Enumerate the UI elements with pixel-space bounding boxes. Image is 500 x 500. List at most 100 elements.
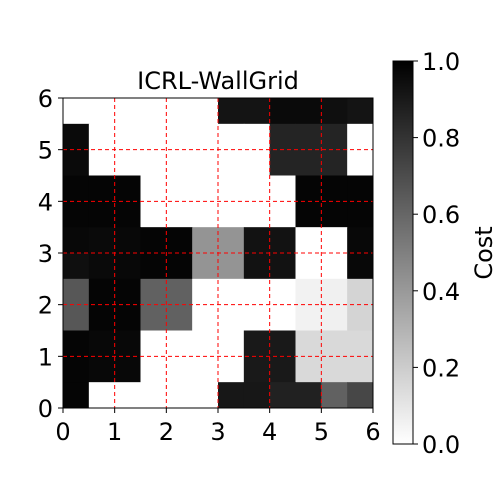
heatmap-cell bbox=[269, 330, 296, 357]
heatmap-cell bbox=[269, 253, 296, 280]
heatmap-cell bbox=[218, 330, 245, 357]
heatmap-cell bbox=[140, 227, 167, 254]
heatmap-cell bbox=[347, 356, 374, 383]
heatmap-cell bbox=[140, 201, 167, 228]
heatmap-cell bbox=[192, 330, 219, 357]
heatmap-cell bbox=[88, 201, 116, 228]
heatmap-cell bbox=[166, 201, 193, 228]
grid-lines bbox=[63, 98, 373, 408]
heatmap-cell bbox=[295, 382, 322, 409]
heatmap-cell bbox=[63, 356, 90, 383]
heatmap-cell bbox=[321, 253, 348, 280]
heatmap-cell bbox=[243, 356, 271, 383]
heatmap-cell bbox=[63, 304, 90, 331]
heatmap-cell bbox=[243, 278, 271, 306]
heatmap-cell bbox=[63, 98, 90, 125]
heatmap-cell bbox=[88, 123, 116, 151]
heatmap-cell bbox=[88, 227, 116, 254]
heatmap-cell bbox=[321, 304, 348, 331]
heatmap-cell bbox=[88, 98, 116, 125]
heatmap-cell bbox=[166, 98, 193, 125]
heatmap-cell bbox=[192, 149, 219, 176]
heatmap-cell bbox=[88, 149, 116, 176]
heatmap-cell bbox=[347, 123, 374, 151]
heatmap-cell bbox=[88, 175, 116, 202]
heatmap-cell bbox=[269, 304, 296, 331]
heatmap-cell bbox=[140, 278, 167, 306]
heatmap-cell bbox=[347, 304, 374, 331]
heatmap-cell bbox=[140, 98, 167, 125]
heatmap-cell bbox=[321, 201, 348, 228]
colorbar-tick-label: 1.0 bbox=[422, 48, 460, 76]
x-tick-label: 4 bbox=[262, 418, 277, 446]
heatmap-cell bbox=[140, 175, 167, 202]
heatmap-cell bbox=[218, 382, 245, 409]
heatmap-cell bbox=[295, 278, 322, 306]
x-tick-label: 0 bbox=[55, 418, 70, 446]
y-tick-label: 0 bbox=[38, 395, 53, 423]
heatmap-cell bbox=[140, 356, 167, 383]
heatmap-cell bbox=[269, 201, 296, 228]
heatmap-cell bbox=[347, 201, 374, 228]
heatmap-cell bbox=[63, 382, 90, 409]
heatmap-cell bbox=[114, 278, 141, 306]
colorbar-tick-label: 0.8 bbox=[422, 125, 460, 153]
heatmap-cell bbox=[63, 149, 90, 176]
heatmap-cell bbox=[295, 330, 322, 357]
y-tick-label: 6 bbox=[38, 85, 53, 113]
heatmap-cell bbox=[321, 356, 348, 383]
heatmap-cell bbox=[347, 175, 374, 202]
heatmap-cell bbox=[347, 253, 374, 280]
heatmap-cell bbox=[321, 382, 348, 409]
heatmap-cell bbox=[295, 253, 322, 280]
heatmap-cell bbox=[295, 149, 322, 176]
heatmap-cell bbox=[114, 123, 141, 151]
heatmap-cell bbox=[218, 149, 245, 176]
heatmap-cell bbox=[243, 123, 271, 151]
heatmap-cell bbox=[243, 304, 271, 331]
heatmap-cell bbox=[114, 382, 141, 409]
heatmap-cell bbox=[192, 175, 219, 202]
heatmap-cell bbox=[140, 330, 167, 357]
heatmap-cell bbox=[114, 149, 141, 176]
heatmap-cell bbox=[321, 330, 348, 357]
heatmap-cell bbox=[88, 330, 116, 357]
y-tick-label: 5 bbox=[38, 137, 53, 165]
heatmap-cell bbox=[140, 253, 167, 280]
heatmap-cell bbox=[218, 278, 245, 306]
heatmap-cell bbox=[166, 356, 193, 383]
heatmap-cell bbox=[166, 304, 193, 331]
heatmap-cell bbox=[218, 304, 245, 331]
heatmap-cell bbox=[295, 123, 322, 151]
heatmap-cell bbox=[295, 356, 322, 383]
colorbar-ticks: 0.0 0.2 0.4 0.6 0.8 1.0 bbox=[413, 48, 460, 459]
heatmap-cell bbox=[321, 123, 348, 151]
heatmap-cell bbox=[192, 304, 219, 331]
heatmap-cell bbox=[192, 98, 219, 125]
heatmap-cell bbox=[243, 330, 271, 357]
heatmap-cell bbox=[192, 278, 219, 306]
heatmap-cell bbox=[243, 227, 271, 254]
y-tick-label: 4 bbox=[38, 188, 53, 216]
heatmap-cell bbox=[321, 98, 348, 125]
heatmap-cell bbox=[295, 304, 322, 331]
heatmap-cell bbox=[140, 382, 167, 409]
heatmap-cell bbox=[243, 98, 271, 125]
heatmap-cell bbox=[347, 278, 374, 306]
heatmap-cell bbox=[166, 149, 193, 176]
heatmap-cell bbox=[347, 149, 374, 176]
heatmap-cell bbox=[88, 356, 116, 383]
heatmap-cell bbox=[269, 356, 296, 383]
heatmap-cell bbox=[166, 330, 193, 357]
colorbar-tick-label: 0.6 bbox=[422, 201, 460, 229]
heatmap-cell bbox=[63, 201, 90, 228]
heatmap-cell bbox=[63, 123, 90, 151]
x-tick-label: 6 bbox=[365, 418, 380, 446]
heatmap-cell bbox=[218, 98, 245, 125]
heatmap-cell bbox=[269, 123, 296, 151]
chart-title: ICRL-WallGrid bbox=[137, 67, 299, 95]
heatmap-cell bbox=[166, 382, 193, 409]
heatmap-cell bbox=[218, 201, 245, 228]
heatmap-cell bbox=[140, 123, 167, 151]
